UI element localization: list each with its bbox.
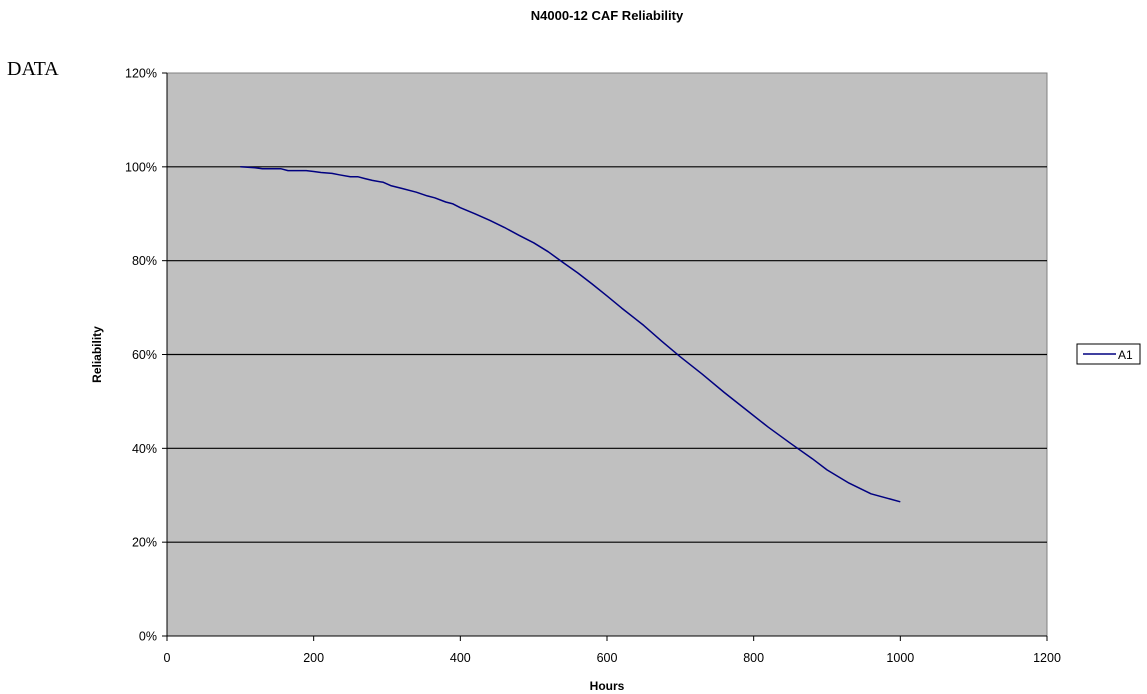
x-axis-title: Hours (590, 679, 625, 693)
y-tick-label: 20% (132, 536, 157, 550)
x-tick-label: 600 (597, 651, 618, 665)
gridlines (167, 166, 1047, 543)
x-tick-label: 400 (450, 651, 471, 665)
axes: 0% 20% 40% 60% 80% 100% 120% 0 200 400 600 800 1000 1… (125, 67, 1061, 666)
series-line-a1 (240, 166, 901, 503)
legend: A1 (1076, 343, 1141, 365)
y-tick-label: 60% (132, 348, 157, 362)
series-layer (240, 166, 901, 503)
x-tick-label: 1200 (1033, 651, 1061, 665)
x-tick-label: 0 (164, 651, 171, 665)
y-tick-label: 0% (139, 630, 157, 644)
y-tick-label: 100% (125, 160, 157, 174)
x-tick-label: 1000 (886, 651, 914, 665)
y-tick-label: 80% (132, 254, 157, 268)
y-tick-label: 120% (125, 67, 157, 81)
legend-label-a1: A1 (1118, 348, 1133, 362)
x-tick-label: 200 (303, 651, 324, 665)
chart-title: N4000-12 CAF Reliability (531, 8, 684, 23)
y-tick-label: 40% (132, 442, 157, 456)
x-tick-label: 800 (743, 651, 764, 665)
side-note-label: DATA (7, 58, 59, 80)
y-axis-title: Reliability (90, 326, 104, 383)
